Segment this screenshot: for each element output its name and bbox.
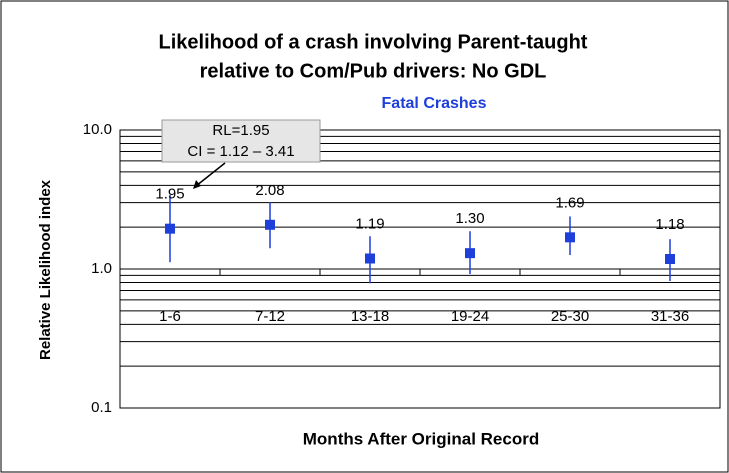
y-tick-label: 10.0 <box>83 121 112 138</box>
plot-border <box>119 129 721 409</box>
annotation-arrow <box>195 162 226 187</box>
annotation-text: RL=1.95 <box>212 122 269 139</box>
y-tick-label: 1.0 <box>91 260 112 277</box>
annotation-arrowhead <box>193 180 201 189</box>
chart-title: relative to Com/Pub drivers: No GDL <box>200 60 547 82</box>
value-label: 1.19 <box>355 215 384 232</box>
point <box>365 253 375 264</box>
value-label: 1.18 <box>655 216 684 233</box>
value-label: 1.30 <box>455 210 484 227</box>
point <box>465 248 475 259</box>
value-label: 1.69 <box>555 194 584 211</box>
x-tick-label: 25-30 <box>551 308 589 325</box>
annotation-text: CI = 1.12 – 3.41 <box>187 143 294 160</box>
y-tick-label: 0.1 <box>91 399 112 416</box>
x-tick-label: 19-24 <box>451 308 489 325</box>
y-axis-label: Relative Likelihood index <box>37 179 54 360</box>
point <box>565 232 575 243</box>
annotation-box <box>161 119 321 163</box>
value-label: 1.95 <box>155 186 184 203</box>
x-tick-label: 1-6 <box>159 308 181 325</box>
x-axis-label: Months After Original Record <box>303 429 539 448</box>
value-label: 2.08 <box>255 182 284 199</box>
x-tick-label: 13-18 <box>351 308 389 325</box>
chart-subtitle: Fatal Crashes <box>382 95 487 112</box>
chart-title: Likelihood of a crash involving Parent-t… <box>159 31 588 53</box>
point <box>165 223 175 234</box>
x-tick-label: 7-12 <box>255 308 285 325</box>
marks: 1-6 1.95 7-12 2.08 13-18 1.19 19-24 1.30 25-30 1.… <box>155 182 689 325</box>
point <box>265 219 275 230</box>
x-tick-label: 31-36 <box>651 308 689 325</box>
point <box>665 254 675 265</box>
